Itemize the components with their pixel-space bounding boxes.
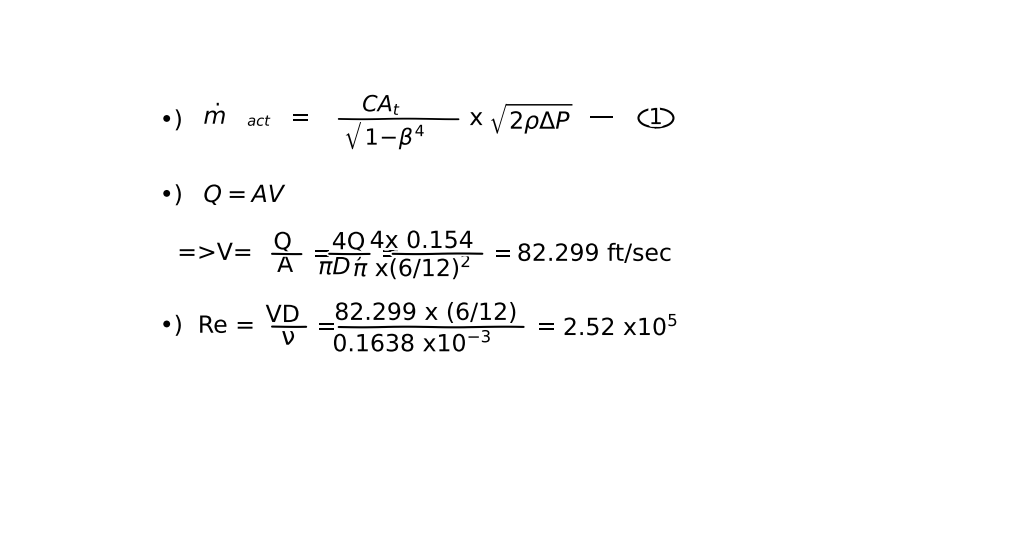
Text: =: =: [537, 315, 556, 339]
Text: —: —: [588, 104, 614, 130]
Text: 82.299 ft/sec: 82.299 ft/sec: [517, 242, 672, 266]
Text: 82.299 x (6/12): 82.299 x (6/12): [334, 301, 517, 325]
Text: 1: 1: [648, 108, 663, 128]
Text: $\pi$ x$(6/12)^2$: $\pi$ x$(6/12)^2$: [353, 252, 471, 282]
Text: $\sqrt{2\rho\Delta P}$: $\sqrt{2\rho\Delta P}$: [489, 100, 573, 136]
Text: ν: ν: [282, 326, 295, 350]
Text: $0.1638$ x$10^{-3}$: $0.1638$ x$10^{-3}$: [333, 329, 492, 356]
Text: $_{act}$: $_{act}$: [247, 109, 272, 129]
Text: •): •): [160, 108, 182, 132]
Text: =: =: [380, 242, 400, 266]
Text: $CA_t$: $CA_t$: [362, 93, 401, 117]
Text: =>V=: =>V=: [177, 241, 253, 265]
Text: Q: Q: [273, 230, 292, 254]
Text: 4x 0.154: 4x 0.154: [370, 229, 474, 253]
Text: Re =: Re =: [198, 314, 255, 337]
Text: $\sqrt{1\!-\!\beta^4}$: $\sqrt{1\!-\!\beta^4}$: [344, 116, 429, 151]
Text: $2.52$ x$10^5$: $2.52$ x$10^5$: [563, 313, 678, 340]
Text: =: =: [312, 242, 332, 266]
Text: =: =: [316, 315, 337, 339]
Text: $\pi D^2$: $\pi D^2$: [318, 252, 364, 280]
Text: x: x: [469, 106, 483, 130]
Text: $\dot{m}$: $\dot{m}$: [204, 103, 226, 129]
Text: VD: VD: [265, 303, 300, 327]
Text: 4Q: 4Q: [332, 230, 366, 254]
Text: =: =: [291, 106, 310, 130]
Text: =: =: [494, 242, 513, 266]
Text: A: A: [278, 253, 293, 277]
Text: $Q_{} = AV$: $Q_{} = AV$: [204, 183, 288, 207]
Text: •): •): [160, 314, 182, 337]
Text: •): •): [160, 183, 182, 207]
